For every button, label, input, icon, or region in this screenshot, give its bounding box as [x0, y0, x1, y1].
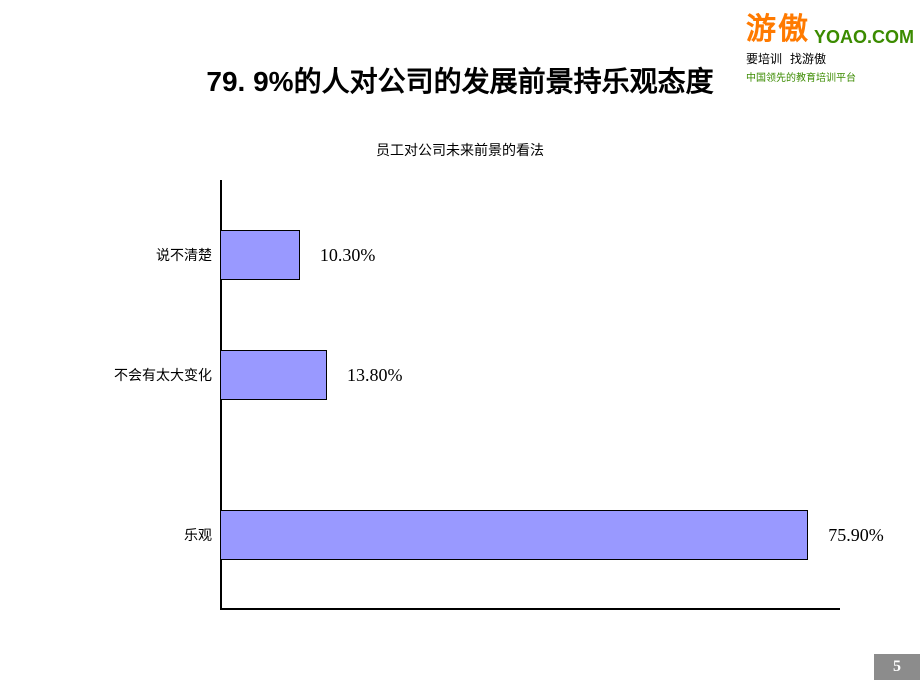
- bar: [220, 510, 808, 560]
- page-title: 79. 9%的人对公司的发展前景持乐观态度: [0, 60, 920, 100]
- category-label: 乐观: [92, 525, 212, 545]
- bar-row: 13.80%: [220, 350, 402, 400]
- bar-row: 75.90%: [220, 510, 884, 560]
- slide: 游傲 YOAO.COM 要培训 找游傲 中国领先的教育培训平台 79. 9%的人…: [0, 0, 920, 690]
- bar-row: 10.30%: [220, 230, 375, 280]
- logo-row: 游傲 YOAO.COM: [746, 4, 914, 48]
- bar: [220, 230, 300, 280]
- bar-value-label: 10.30%: [320, 245, 376, 266]
- category-label: 说不清楚: [92, 245, 212, 265]
- bar-value-label: 13.80%: [347, 365, 403, 386]
- bar-value-label: 75.90%: [828, 525, 884, 546]
- chart-title: 员工对公司未来前景的看法: [0, 140, 920, 160]
- chart: 10.30%13.80%75.90% 说不清楚不会有太大变化乐观: [100, 180, 840, 610]
- page-number-text: 5: [893, 658, 901, 676]
- chart-plot: 10.30%13.80%75.90%: [220, 180, 840, 610]
- logo-cn: 游傲: [746, 4, 810, 48]
- bar: [220, 350, 327, 400]
- x-axis: [220, 608, 840, 610]
- category-label: 不会有太大变化: [92, 365, 212, 385]
- logo-en: YOAO.COM: [814, 28, 914, 48]
- page-number: 5: [874, 654, 920, 680]
